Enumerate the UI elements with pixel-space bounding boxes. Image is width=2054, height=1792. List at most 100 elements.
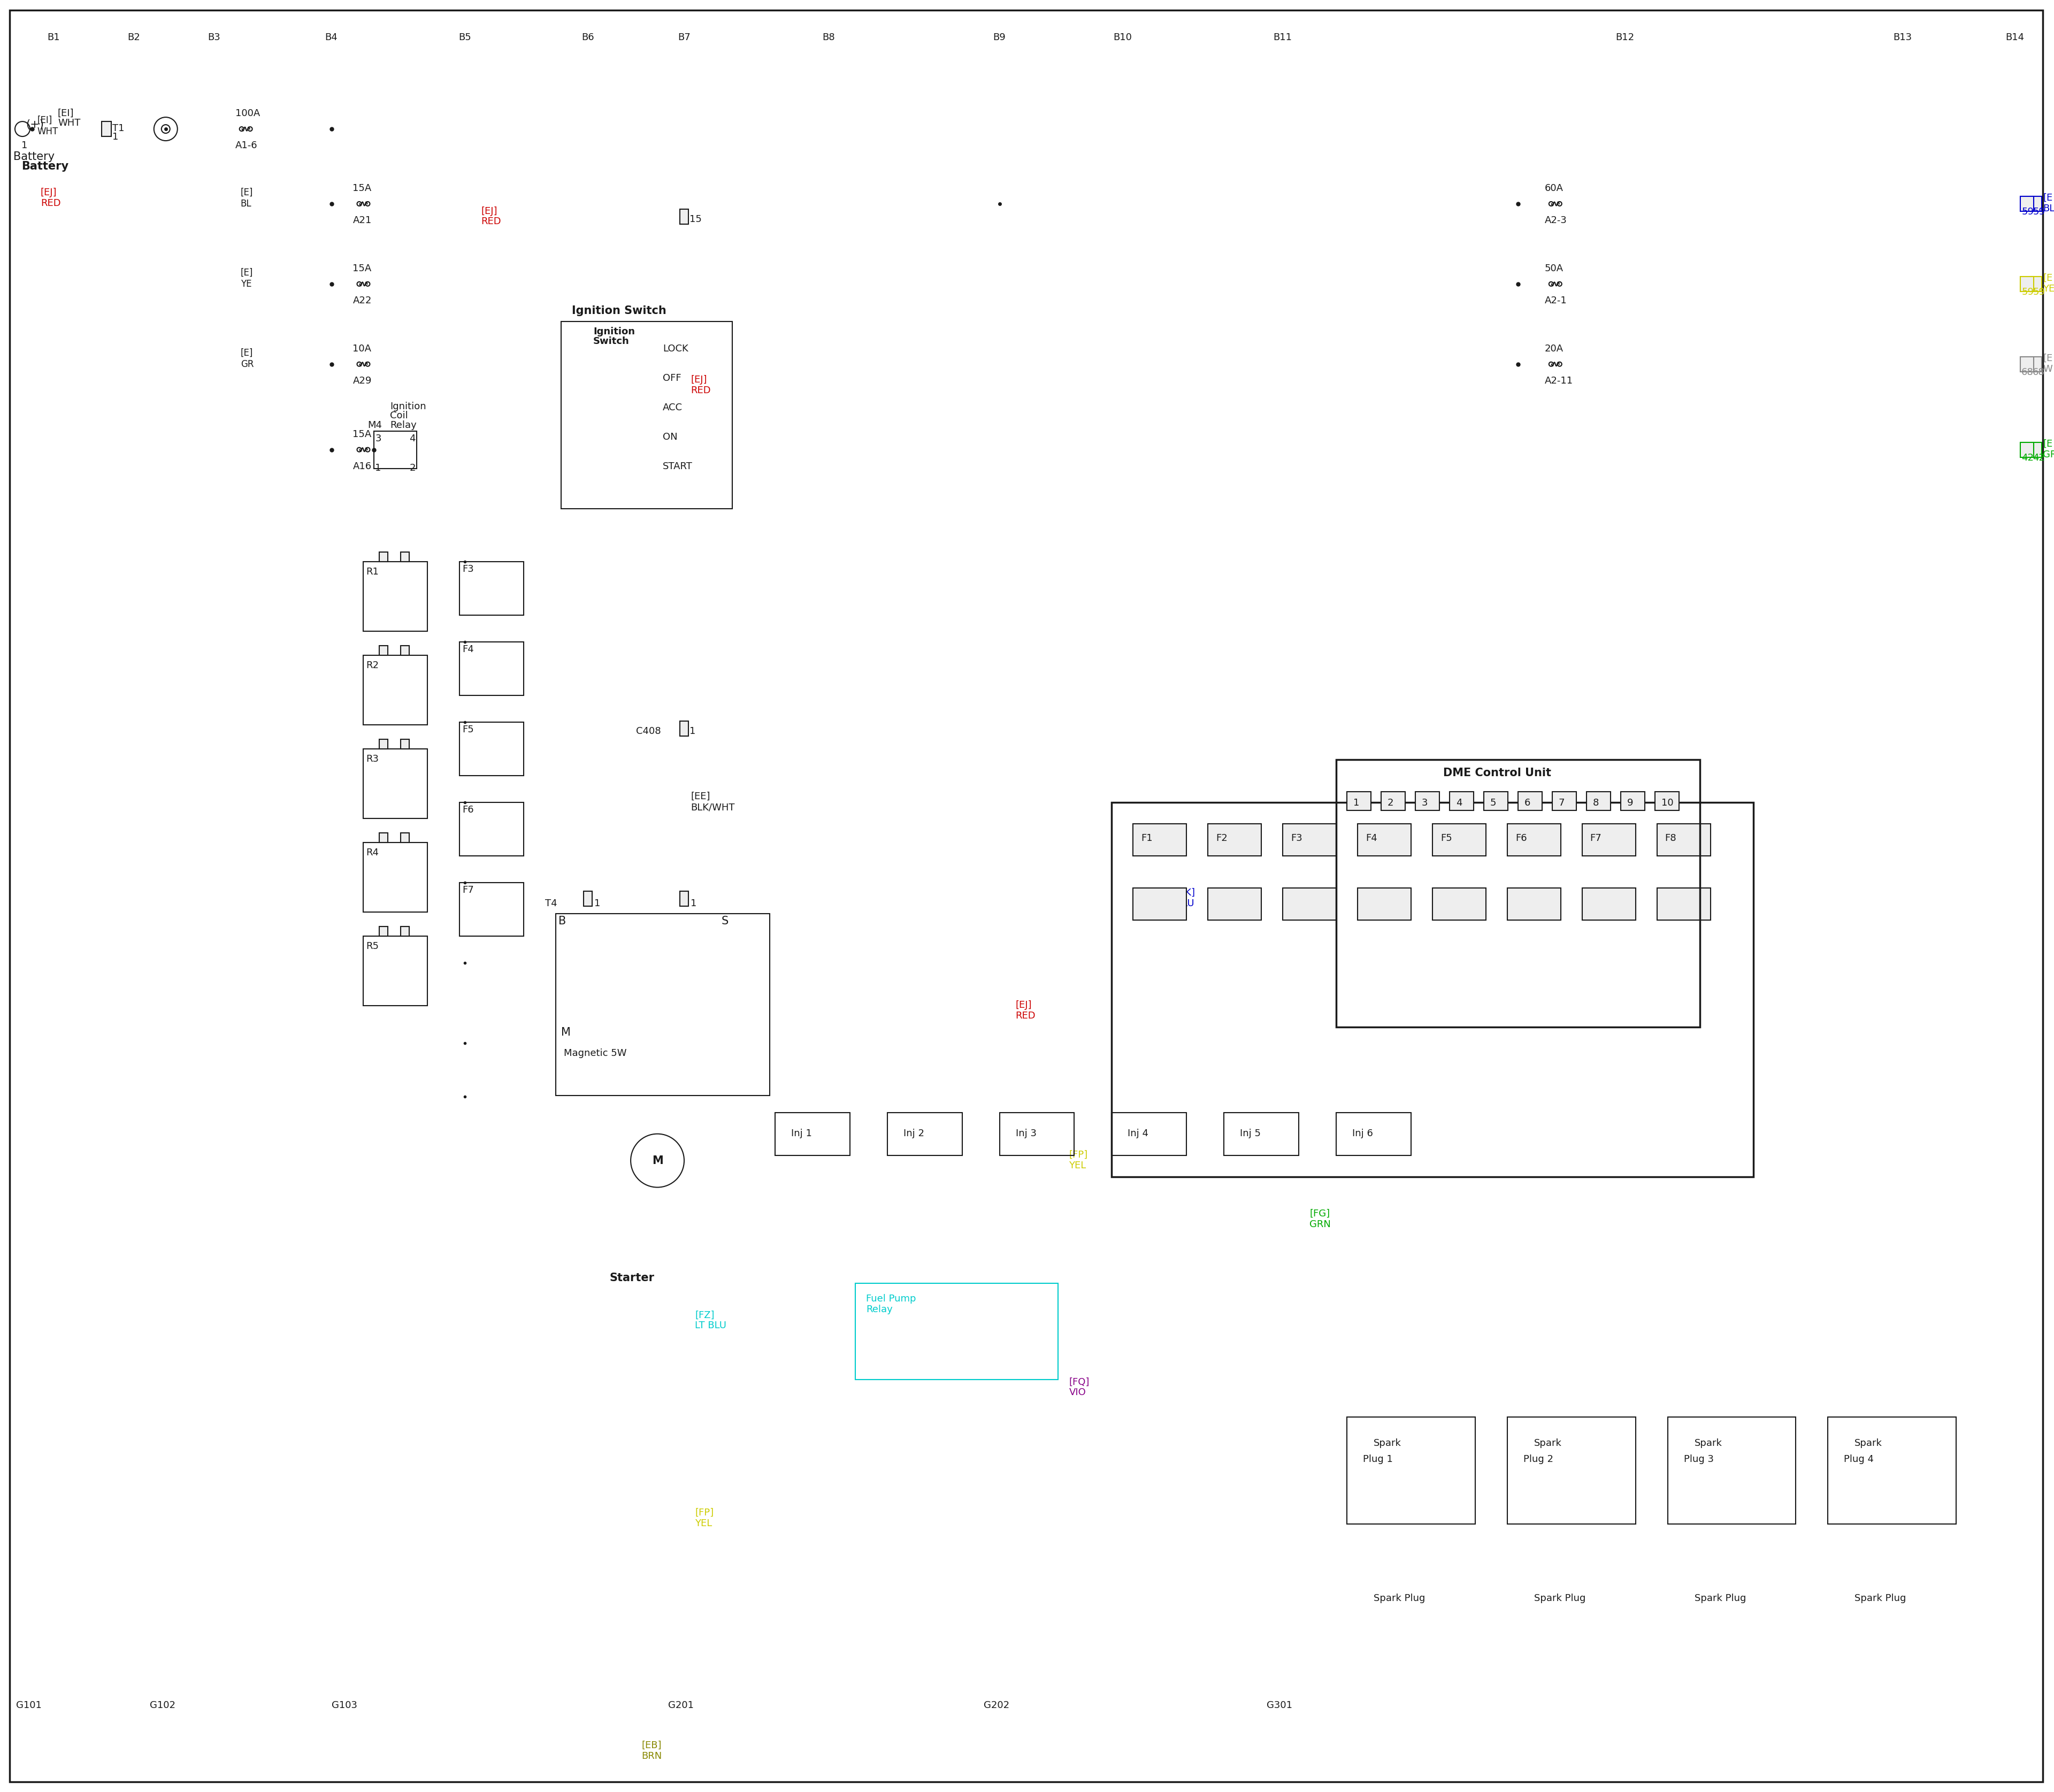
Text: 1: 1: [690, 898, 696, 909]
Text: W: W: [2044, 364, 2052, 375]
Bar: [1432, 889, 1485, 919]
Text: F3: F3: [1290, 833, 1302, 842]
Bar: [1358, 824, 1411, 857]
Text: F6: F6: [462, 805, 474, 815]
Bar: [561, 321, 733, 509]
Text: 60A: 60A: [1545, 183, 1563, 194]
Bar: [101, 122, 111, 136]
Text: 10: 10: [1662, 797, 1674, 808]
Bar: [460, 563, 524, 615]
Text: T1: T1: [113, 124, 125, 133]
Text: [EJ]: [EJ]: [481, 206, 497, 217]
Text: Plug 4: Plug 4: [1844, 1455, 1873, 1464]
Bar: [2031, 357, 2042, 371]
Text: Spark: Spark: [1695, 1439, 1721, 1448]
Bar: [1450, 792, 1473, 810]
Text: [EJ]: [EJ]: [41, 188, 58, 197]
Text: R3: R3: [366, 754, 380, 763]
Bar: [1668, 1417, 1795, 1523]
Text: [EI]: [EI]: [58, 109, 74, 118]
Text: VIO: VIO: [1068, 1387, 1087, 1398]
Bar: [380, 552, 388, 563]
Bar: [1518, 792, 1543, 810]
Text: 15: 15: [690, 215, 702, 224]
Text: BRN: BRN: [641, 1751, 661, 1762]
Bar: [680, 891, 688, 907]
Text: RED: RED: [1015, 1011, 1035, 1021]
Text: 1: 1: [1354, 797, 1360, 808]
Bar: [364, 563, 427, 631]
Text: Inj 6: Inj 6: [1352, 1129, 1372, 1138]
Text: [E]
GR: [E] GR: [240, 348, 253, 369]
Text: F4: F4: [462, 645, 474, 654]
Text: F7: F7: [462, 885, 474, 894]
Text: [E: [E: [2044, 439, 2052, 448]
Text: BLK/WHT: BLK/WHT: [690, 803, 735, 812]
Text: R4: R4: [366, 848, 380, 858]
Text: 3: 3: [1421, 797, 1428, 808]
Text: [EI]
WHT: [EI] WHT: [37, 116, 58, 136]
Bar: [401, 552, 409, 563]
Text: M: M: [651, 1156, 663, 1167]
Text: F7: F7: [1590, 833, 1602, 842]
Text: RED: RED: [481, 217, 501, 226]
Text: 100A: 100A: [234, 109, 261, 118]
Bar: [2021, 276, 2033, 292]
Bar: [2031, 197, 2042, 211]
Bar: [680, 210, 688, 224]
Text: Spark Plug: Spark Plug: [1855, 1593, 1906, 1604]
Text: 3: 3: [376, 434, 382, 443]
Text: [EE]: [EE]: [690, 792, 711, 801]
Text: B2: B2: [127, 32, 140, 43]
Text: F5: F5: [462, 726, 474, 735]
Text: RED: RED: [690, 385, 711, 396]
Text: Ignition: Ignition: [594, 326, 635, 337]
Bar: [1586, 792, 1610, 810]
Bar: [1415, 792, 1440, 810]
Bar: [887, 1113, 961, 1156]
Text: [E: [E: [2044, 274, 2052, 283]
Text: A2-3: A2-3: [1545, 215, 1567, 226]
Text: F4: F4: [1366, 833, 1378, 842]
Text: G301: G301: [1267, 1701, 1292, 1710]
Text: Spark Plug: Spark Plug: [1534, 1593, 1586, 1604]
Text: ON: ON: [663, 432, 678, 441]
Bar: [2031, 276, 2042, 292]
Text: Spark Plug: Spark Plug: [1695, 1593, 1746, 1604]
Text: [E]
YE: [E] YE: [240, 269, 253, 289]
Text: Inj 3: Inj 3: [1015, 1129, 1037, 1138]
Text: Plug 2: Plug 2: [1524, 1455, 1553, 1464]
Bar: [401, 926, 409, 935]
Text: 42: 42: [2033, 453, 2046, 462]
Text: Inj 1: Inj 1: [791, 1129, 811, 1138]
Bar: [854, 1283, 1058, 1380]
Text: 2: 2: [1389, 797, 1395, 808]
Bar: [1432, 824, 1485, 857]
Bar: [1111, 803, 1754, 1177]
Text: B8: B8: [822, 32, 834, 43]
Text: 4: 4: [409, 434, 415, 443]
Text: 9: 9: [1627, 797, 1633, 808]
Text: Ignition: Ignition: [390, 401, 427, 410]
Bar: [380, 926, 388, 935]
Bar: [1284, 889, 1337, 919]
Bar: [364, 935, 427, 1005]
Text: 1: 1: [21, 142, 27, 151]
Bar: [1347, 792, 1370, 810]
Text: Ignition Switch: Ignition Switch: [571, 305, 665, 315]
Text: B7: B7: [678, 32, 690, 43]
Bar: [364, 656, 427, 726]
Bar: [380, 833, 388, 842]
Text: 59: 59: [2033, 208, 2046, 217]
Text: B1: B1: [47, 32, 60, 43]
Bar: [1380, 792, 1405, 810]
Bar: [401, 645, 409, 656]
Bar: [1358, 889, 1411, 919]
Text: DME Control Unit: DME Control Unit: [1444, 767, 1551, 778]
Text: 4: 4: [1456, 797, 1462, 808]
Text: 50A: 50A: [1545, 263, 1563, 274]
Bar: [680, 720, 688, 737]
Bar: [1208, 824, 1261, 857]
Text: OFF: OFF: [663, 373, 682, 383]
Text: A22: A22: [353, 296, 372, 305]
